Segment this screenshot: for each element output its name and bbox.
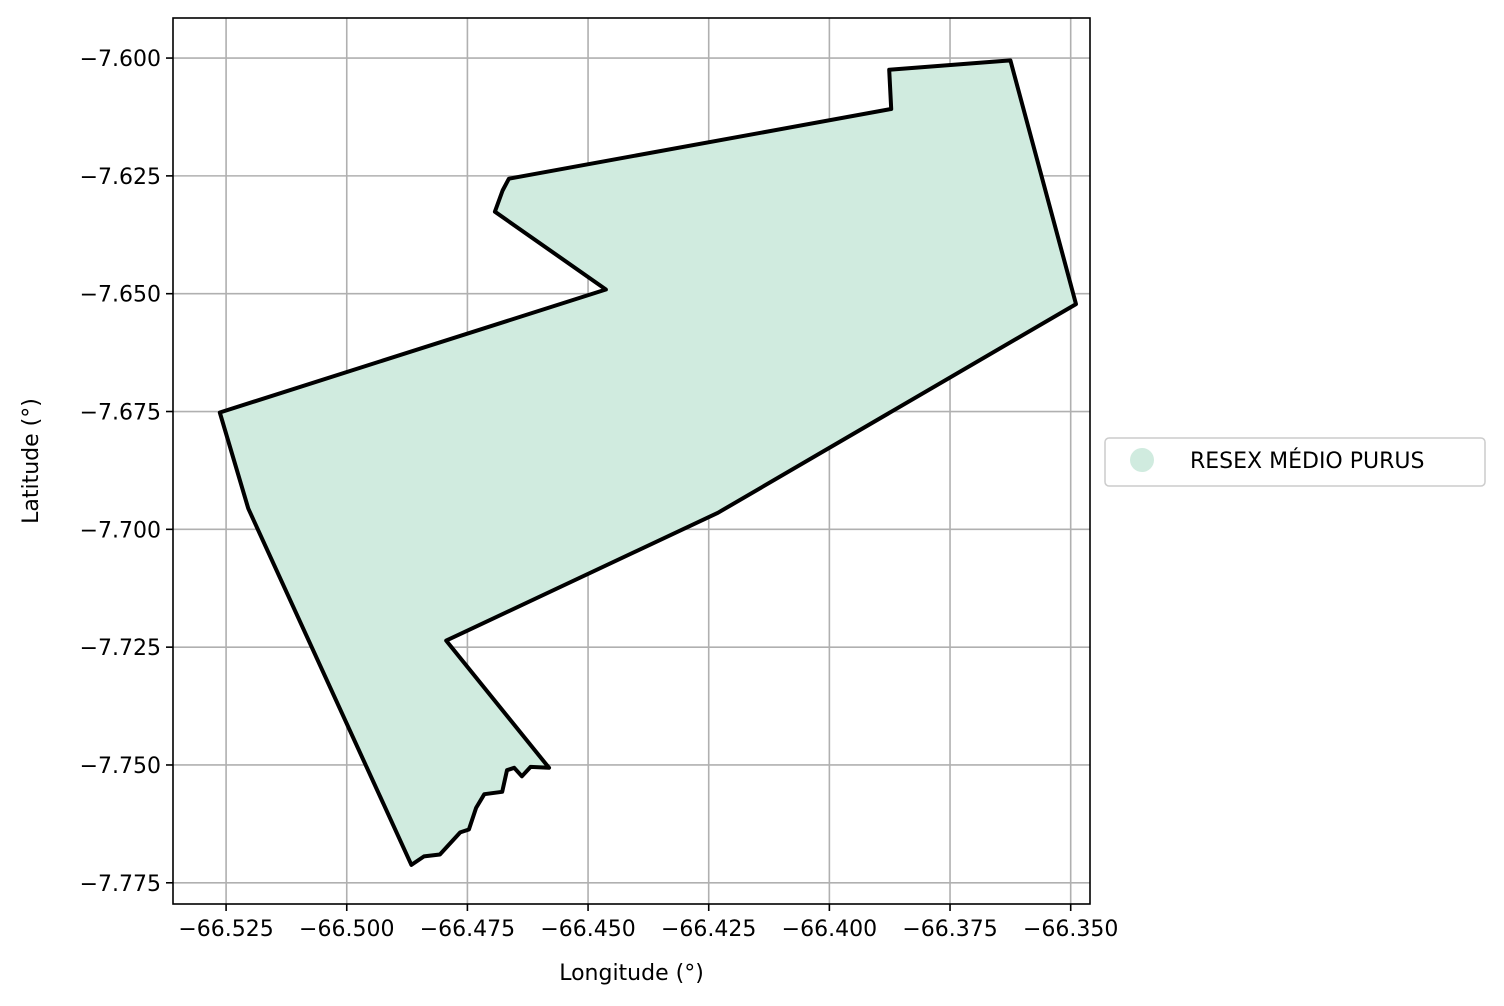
x-axis-label: Longitude (°) xyxy=(559,961,704,986)
y-tick-label: −7.775 xyxy=(80,872,161,897)
x-tick-label: −66.450 xyxy=(540,917,635,942)
region-layer xyxy=(217,58,1078,867)
x-tick-label: −66.350 xyxy=(1023,917,1118,942)
legend-label-resex-medio-purus: RESEX MÉDIO PURUS xyxy=(1190,448,1424,474)
y-tick-label: −7.600 xyxy=(80,47,161,72)
x-tick-label: −66.375 xyxy=(902,917,997,942)
y-tick-label: −7.675 xyxy=(80,401,161,426)
legend-box xyxy=(1104,437,1486,487)
plot-frame xyxy=(172,17,1091,905)
y-tick-label: −7.725 xyxy=(80,636,161,661)
y-tick-label: −7.750 xyxy=(80,754,161,779)
y-axis-label: Latitude (°) xyxy=(19,398,44,524)
axis-ticks: −66.525 −66.500 −66.475 −66.450 −66.425 −66.4… xyxy=(80,47,1119,942)
x-tick-label: −66.500 xyxy=(299,917,394,942)
y-tick-label: −7.650 xyxy=(80,283,161,308)
x-tick-label: −66.400 xyxy=(782,917,877,942)
x-tick-label: −66.475 xyxy=(420,917,515,942)
y-tick-label: −7.700 xyxy=(80,518,161,543)
legend: RESEX MÉDIO PURUS xyxy=(1104,437,1486,487)
x-tick-label: −66.525 xyxy=(178,917,273,942)
region-polygon-resex-medio-purus xyxy=(217,58,1078,867)
y-tick-label: −7.625 xyxy=(80,165,161,190)
legend-marker-resex-medio-purus xyxy=(1130,448,1154,472)
x-tick-label: −66.425 xyxy=(661,917,756,942)
